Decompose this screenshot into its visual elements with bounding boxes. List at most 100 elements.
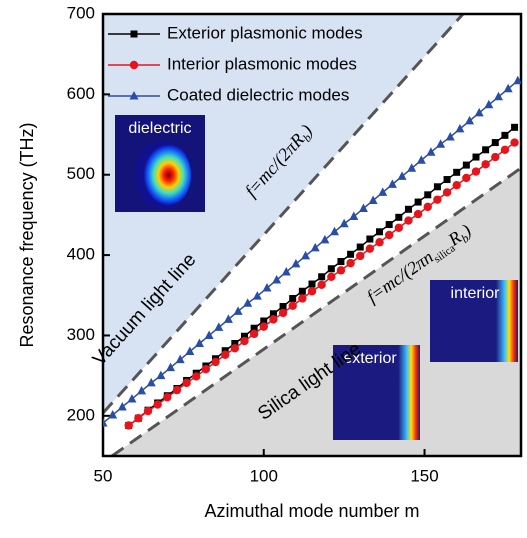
marker [137, 385, 147, 395]
marker [127, 393, 137, 403]
marker [103, 418, 108, 427]
y-tick-label: 400 [67, 245, 95, 264]
marker [356, 251, 365, 261]
marker [298, 287, 306, 295]
marker [347, 250, 355, 258]
marker [376, 228, 384, 236]
inset-exterior: exterior [333, 345, 420, 440]
marker [194, 338, 204, 347]
marker [240, 336, 249, 346]
inset-label: exterior [343, 350, 397, 367]
marker [356, 243, 364, 251]
marker [337, 258, 345, 266]
marker [259, 322, 268, 331]
marker [366, 235, 374, 243]
marker [423, 202, 432, 212]
marker [175, 354, 185, 364]
marker [130, 30, 138, 38]
marker [172, 385, 182, 395]
marker [433, 183, 441, 191]
marker [117, 401, 127, 411]
marker [211, 357, 220, 367]
marker [510, 138, 519, 147]
marker [501, 131, 509, 139]
marker [365, 244, 375, 253]
marker [349, 211, 359, 221]
marker [108, 410, 118, 419]
marker [192, 372, 201, 381]
marker [301, 250, 311, 260]
marker [484, 99, 494, 109]
marker [375, 238, 384, 247]
marker [182, 378, 191, 388]
marker [320, 234, 330, 244]
marker [230, 344, 240, 353]
marker [327, 265, 335, 273]
y-tick-label: 700 [67, 3, 95, 22]
marker [465, 115, 475, 125]
marker [288, 301, 297, 310]
marker [249, 329, 259, 339]
marker [387, 179, 397, 188]
marker [394, 223, 404, 232]
legend-label: Interior plasmonic modes [167, 54, 357, 73]
legend-label: Exterior plasmonic modes [167, 23, 363, 42]
marker [433, 195, 442, 204]
marker [201, 365, 211, 374]
marker [220, 350, 230, 359]
marker [278, 308, 288, 318]
marker [513, 75, 521, 85]
marker [143, 406, 153, 416]
marker [166, 362, 176, 372]
marker [368, 195, 378, 204]
marker [252, 291, 262, 300]
marker [452, 180, 461, 190]
marker [223, 314, 233, 323]
inset-label: interior [451, 285, 501, 302]
marker [445, 131, 455, 141]
plot-frame [101, 12, 523, 458]
marker [404, 216, 413, 225]
marker [243, 298, 253, 307]
marker [491, 139, 499, 147]
marker [413, 209, 423, 219]
inset-interior: interior [430, 280, 518, 362]
marker [146, 377, 156, 387]
x-tick-label: 100 [250, 466, 278, 485]
marker [185, 346, 195, 356]
marker [269, 310, 277, 318]
marker [384, 230, 394, 240]
marker [493, 91, 503, 101]
marker [317, 280, 326, 290]
marker [481, 160, 490, 169]
marker [511, 123, 519, 131]
marker [462, 173, 471, 183]
marker [474, 107, 484, 117]
marker [491, 152, 500, 162]
marker [407, 163, 417, 172]
y-tick-label: 200 [67, 405, 95, 424]
marker [156, 370, 166, 380]
marker [426, 147, 436, 156]
marker [163, 393, 172, 402]
marker [336, 266, 346, 275]
marker [281, 266, 291, 276]
marker [291, 258, 301, 268]
marker [453, 168, 461, 176]
marker [310, 242, 320, 252]
marker [308, 280, 316, 288]
marker [153, 400, 162, 409]
inset-label: dielectric [128, 120, 191, 137]
marker [414, 198, 422, 206]
marker [307, 287, 317, 296]
marker [129, 60, 139, 70]
legend-label: Coated dielectric modes [167, 85, 349, 104]
marker [124, 421, 133, 430]
marker [455, 123, 465, 133]
marker [327, 272, 336, 281]
marker [260, 317, 268, 325]
marker [346, 258, 355, 268]
y-tick-label: 500 [67, 164, 95, 183]
marker [378, 187, 388, 196]
